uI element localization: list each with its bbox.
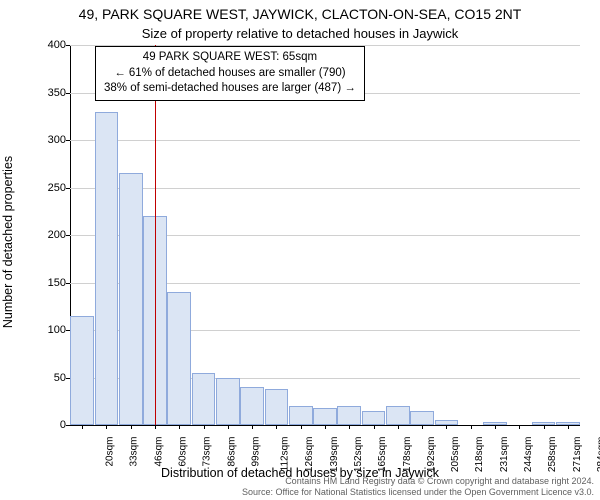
- x-tick-mark: [471, 425, 472, 429]
- x-tick-mark: [228, 425, 229, 429]
- y-tick-label: 100: [48, 324, 66, 336]
- histogram-bar: [216, 378, 240, 426]
- x-tick-label: 126sqm: [305, 437, 316, 473]
- x-tick-label: 205sqm: [450, 437, 461, 473]
- x-tick-mark: [568, 425, 569, 429]
- y-tick-mark: [66, 283, 70, 284]
- x-tick-label: 46sqm: [153, 437, 164, 467]
- y-tick-label: 350: [48, 87, 66, 99]
- annotation-line-3: 38% of semi-detached houses are larger (…: [104, 81, 356, 97]
- x-tick-mark: [301, 425, 302, 429]
- x-tick-label: 258sqm: [547, 437, 558, 473]
- y-tick-label: 200: [48, 229, 66, 241]
- grid-line: [70, 188, 580, 189]
- x-tick-label: 33sqm: [129, 437, 140, 467]
- y-tick-mark: [66, 425, 70, 426]
- x-tick-label: 271sqm: [572, 437, 583, 473]
- histogram-bar: [289, 406, 313, 425]
- x-tick-mark: [446, 425, 447, 429]
- footer-line-1: Contains HM Land Registry data © Crown c…: [285, 476, 594, 486]
- histogram-bar: [362, 411, 386, 425]
- y-tick-mark: [66, 235, 70, 236]
- x-tick-mark: [325, 425, 326, 429]
- histogram-bar: [70, 316, 94, 425]
- x-tick-mark: [519, 425, 520, 429]
- plot-area: [70, 45, 580, 425]
- x-tick-mark: [131, 425, 132, 429]
- histogram-bar: [192, 373, 216, 425]
- histogram-bar: [386, 406, 410, 425]
- reference-line: [155, 45, 156, 425]
- x-tick-mark: [204, 425, 205, 429]
- y-tick-label: 150: [48, 277, 66, 289]
- histogram-bar: [167, 292, 191, 425]
- y-tick-mark: [66, 330, 70, 331]
- x-tick-label: 20sqm: [105, 437, 116, 467]
- histogram-bar: [410, 411, 434, 425]
- x-tick-label: 165sqm: [377, 437, 388, 473]
- x-tick-mark: [544, 425, 545, 429]
- x-tick-label: 73sqm: [202, 437, 213, 467]
- histogram-bar: [313, 408, 337, 425]
- y-tick-mark: [66, 140, 70, 141]
- histogram-bar: [95, 112, 119, 426]
- x-tick-label: 244sqm: [523, 437, 534, 473]
- histogram-bar: [240, 387, 264, 425]
- x-tick-label: 231sqm: [499, 437, 510, 473]
- x-tick-label: 60sqm: [178, 437, 189, 467]
- x-tick-label: 99sqm: [250, 437, 261, 467]
- x-tick-label: 192sqm: [426, 437, 437, 473]
- y-tick-label: 400: [48, 39, 66, 51]
- y-tick-label: 250: [48, 182, 66, 194]
- x-tick-label: 284sqm: [596, 437, 600, 473]
- x-tick-label: 178sqm: [402, 437, 413, 473]
- annotation-line-1: 49 PARK SQUARE WEST: 65sqm: [104, 50, 356, 66]
- footer-credits: Contains HM Land Registry data © Crown c…: [242, 476, 594, 498]
- chart-title-sub: Size of property relative to detached ho…: [0, 26, 600, 41]
- x-tick-mark: [252, 425, 253, 429]
- y-tick-label: 300: [48, 134, 66, 146]
- x-tick-mark: [106, 425, 107, 429]
- x-tick-mark: [82, 425, 83, 429]
- x-tick-mark: [422, 425, 423, 429]
- y-tick-mark: [66, 93, 70, 94]
- x-tick-mark: [374, 425, 375, 429]
- histogram-bar: [119, 173, 143, 425]
- x-tick-label: 86sqm: [226, 437, 237, 467]
- x-tick-label: 112sqm: [279, 437, 290, 472]
- y-tick-mark: [66, 188, 70, 189]
- x-tick-label: 152sqm: [353, 437, 364, 473]
- chart-container: 49, PARK SQUARE WEST, JAYWICK, CLACTON-O…: [0, 0, 600, 500]
- x-tick-label: 218sqm: [475, 437, 486, 473]
- histogram-bar: [337, 406, 361, 425]
- annotation-line-2: ← 61% of detached houses are smaller (79…: [104, 66, 356, 82]
- y-tick-mark: [66, 45, 70, 46]
- x-tick-mark: [155, 425, 156, 429]
- histogram-bar: [265, 389, 289, 425]
- annotation-box: 49 PARK SQUARE WEST: 65sqm ← 61% of deta…: [95, 46, 365, 101]
- x-tick-mark: [495, 425, 496, 429]
- x-tick-mark: [398, 425, 399, 429]
- x-tick-mark: [349, 425, 350, 429]
- x-tick-label: 139sqm: [329, 437, 340, 473]
- footer-line-5: Source: Office for National Statistics l…: [242, 487, 594, 497]
- grid-line: [70, 140, 580, 141]
- y-tick-mark: [66, 378, 70, 379]
- y-axis-label: Number of detached properties: [1, 70, 15, 242]
- x-tick-mark: [179, 425, 180, 429]
- x-tick-mark: [276, 425, 277, 429]
- y-tick-label: 50: [54, 372, 66, 384]
- chart-title-main: 49, PARK SQUARE WEST, JAYWICK, CLACTON-O…: [0, 6, 600, 22]
